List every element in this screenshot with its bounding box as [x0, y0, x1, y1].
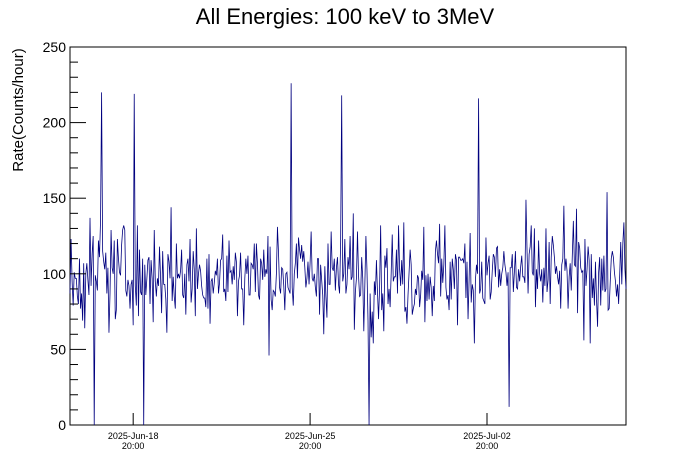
y-tick-label-250: 250 — [43, 39, 67, 55]
x-tick-date-label: 2025-Jun-18 — [108, 431, 159, 441]
plot-frame — [69, 46, 627, 426]
x-tick-date-label: 2025-Jun-25 — [285, 431, 336, 441]
x-tick-time-label: 20:00 — [299, 441, 322, 451]
data-series — [69, 83, 627, 426]
series-line — [69, 83, 627, 426]
chart-title: All Energies: 100 keV to 3MeV — [196, 4, 495, 29]
x-tick-time-label: 20:00 — [476, 441, 499, 451]
y-tick-label-50: 50 — [50, 341, 66, 357]
y-tick-label-200: 200 — [43, 115, 67, 131]
y-tick-label-0: 0 — [58, 417, 66, 433]
y-axis-label: Rate(Counts/hour) — [10, 48, 27, 171]
y-tick-label-100: 100 — [43, 266, 67, 282]
axes: 0501001502002502025-Jun-1820:002025-Jun-… — [43, 39, 511, 451]
x-tick-time-label: 20:00 — [122, 441, 145, 451]
x-tick-date-label: 2025-Jul-02 — [463, 431, 511, 441]
y-tick-label-150: 150 — [43, 190, 67, 206]
